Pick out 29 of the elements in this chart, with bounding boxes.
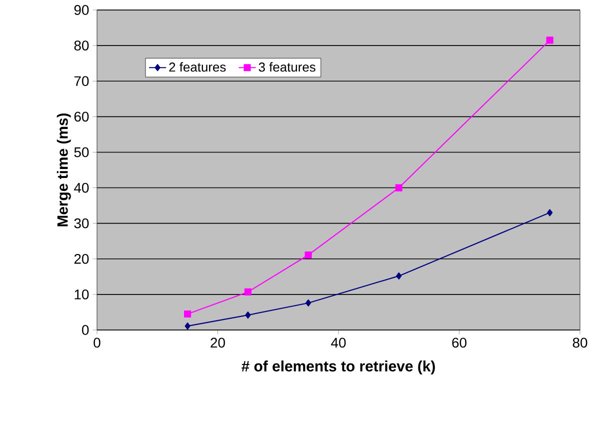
y-axis-title: Merge time (ms) [56, 113, 71, 226]
x-tick-label: 0 [94, 338, 100, 348]
point [395, 184, 402, 192]
point [245, 312, 251, 319]
point [244, 288, 252, 296]
y-tick-label: 70 [74, 76, 89, 86]
x-tick-label: 80 [572, 338, 588, 348]
point [184, 310, 192, 318]
legend-label: 2 features [169, 62, 226, 72]
y-tick-label: 90 [74, 5, 89, 15]
x-axis-title: # of elements to retrieve (k) [242, 360, 435, 374]
point [306, 299, 312, 307]
x-tick-label: 20 [210, 338, 225, 348]
point [546, 36, 554, 44]
point [547, 209, 553, 216]
y-tick-label: 50 [74, 147, 89, 158]
y-tick-label: 60 [74, 112, 89, 122]
y-tick-label: 40 [74, 182, 89, 193]
point [304, 251, 312, 259]
y-tick-label: 80 [74, 40, 89, 50]
y-tick-label: 10 [74, 289, 89, 300]
y-tick-label: 30 [74, 218, 89, 228]
y-tick-label: 20 [74, 254, 89, 264]
x-tick-label: 60 [452, 338, 466, 348]
legend-label: 3 features [258, 62, 316, 72]
point [396, 272, 402, 280]
x-tick-label: 40 [331, 338, 346, 348]
point [184, 322, 190, 330]
y-tick-label: 0 [82, 325, 89, 335]
